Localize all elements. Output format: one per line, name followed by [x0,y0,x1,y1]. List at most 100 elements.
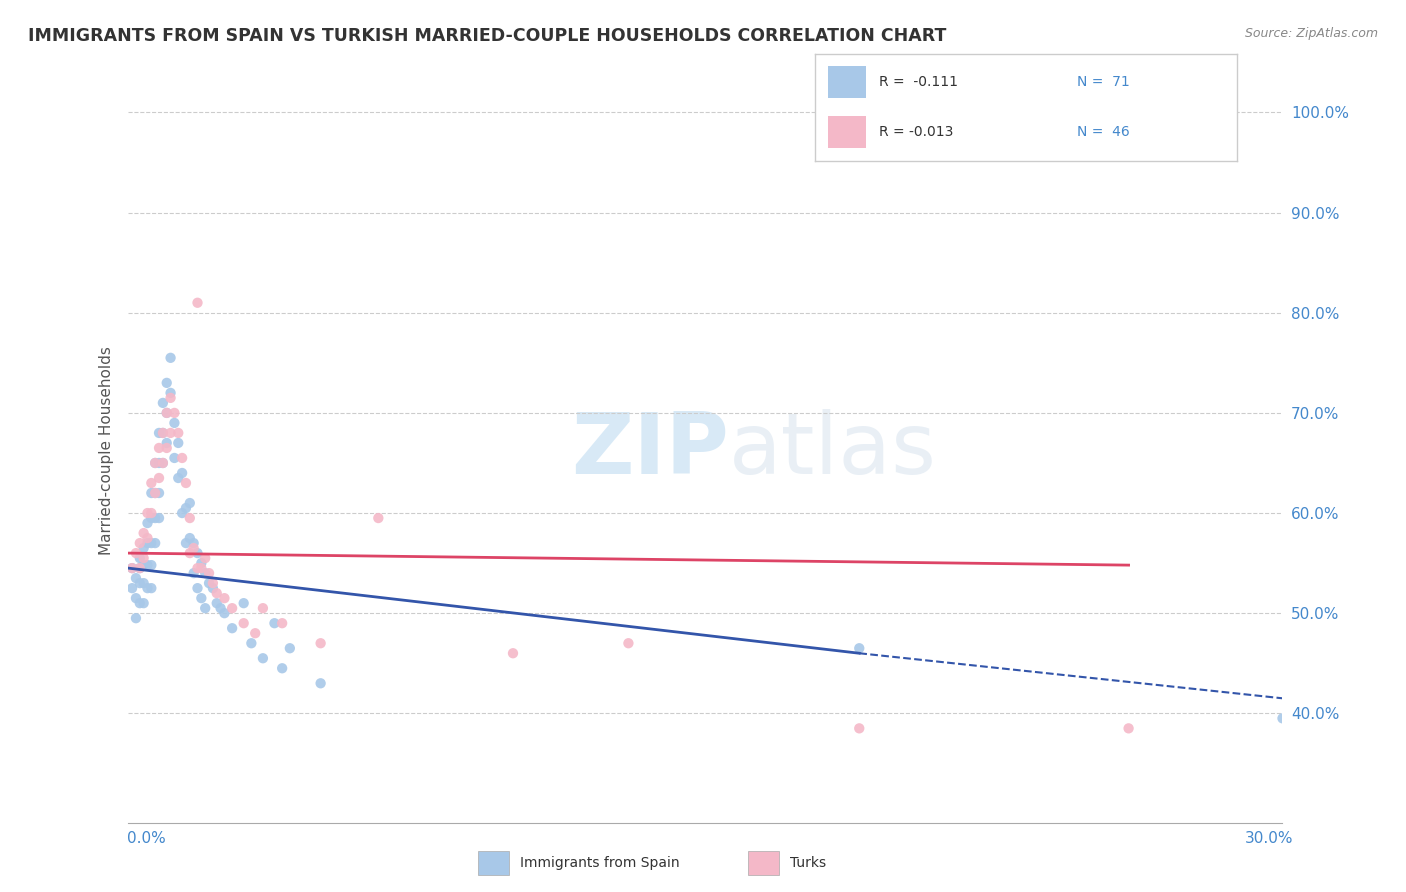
Point [143,511,166,525]
Point [186,546,208,560]
Text: Turks: Turks [790,856,827,870]
Point [143,536,166,550]
Point [848,641,870,656]
Point [183,536,205,550]
Point [183,541,205,555]
Point [172,506,194,520]
Point [128,561,150,575]
Point [252,651,274,665]
Point [156,406,179,420]
Point [209,601,232,615]
Text: 0.0%: 0.0% [127,831,166,846]
Point [205,586,228,600]
Point [179,531,201,545]
Point [221,621,243,635]
Point [148,471,170,485]
Text: 30.0%: 30.0% [1246,831,1294,846]
Point [152,425,174,440]
Point [172,450,194,465]
Point [278,641,301,656]
Point [159,351,181,365]
Point [125,546,148,560]
Point [121,581,143,595]
Point [148,441,170,455]
Point [194,601,217,615]
Point [132,576,155,591]
Text: atlas: atlas [728,409,936,492]
Point [128,561,150,575]
Point [141,558,163,573]
Point [502,646,524,660]
Point [232,616,254,631]
Point [163,450,186,465]
Text: R = -0.013: R = -0.013 [879,125,953,138]
Point [148,486,170,500]
Point [125,611,148,625]
Point [245,626,267,640]
Point [367,511,389,525]
Point [190,561,212,575]
Point [125,571,148,585]
Text: R =  -0.111: R = -0.111 [879,76,957,89]
Point [617,636,640,650]
Point [121,561,143,575]
Point [141,486,163,500]
Point [214,606,236,620]
Point [186,295,208,310]
Point [240,636,263,650]
Point [174,536,197,550]
Point [252,601,274,615]
Point [125,591,148,606]
Point [141,475,163,490]
Point [186,581,208,595]
Point [167,425,190,440]
Point [198,576,221,591]
Point [159,391,181,405]
Point [221,601,243,615]
Point [141,536,163,550]
Point [159,425,181,440]
Point [167,471,190,485]
Point [232,596,254,610]
Point [271,661,294,675]
Point [141,506,163,520]
Point [271,616,294,631]
Point [141,511,163,525]
FancyBboxPatch shape [748,851,779,875]
Point [309,636,332,650]
Y-axis label: Married-couple Households: Married-couple Households [100,346,114,555]
Point [132,541,155,555]
Point [143,486,166,500]
Point [128,536,150,550]
Point [309,676,332,690]
Point [128,596,150,610]
Point [194,551,217,566]
Point [205,596,228,610]
Point [848,722,870,736]
Point [143,456,166,470]
Point [201,576,224,591]
Point [121,561,143,575]
Point [128,551,150,566]
Text: N =  46: N = 46 [1077,125,1130,138]
Point [194,566,217,581]
Point [136,506,159,520]
Point [163,406,186,420]
Point [183,566,205,581]
Point [198,566,221,581]
Point [148,511,170,525]
Point [132,558,155,573]
Point [132,526,155,541]
Point [141,581,163,595]
Point [263,616,285,631]
FancyBboxPatch shape [828,66,866,98]
FancyBboxPatch shape [828,116,866,148]
Point [143,456,166,470]
Point [156,441,179,455]
FancyBboxPatch shape [478,851,509,875]
Point [136,531,159,545]
Point [152,456,174,470]
Point [136,536,159,550]
Point [214,591,236,606]
Point [1271,711,1294,725]
